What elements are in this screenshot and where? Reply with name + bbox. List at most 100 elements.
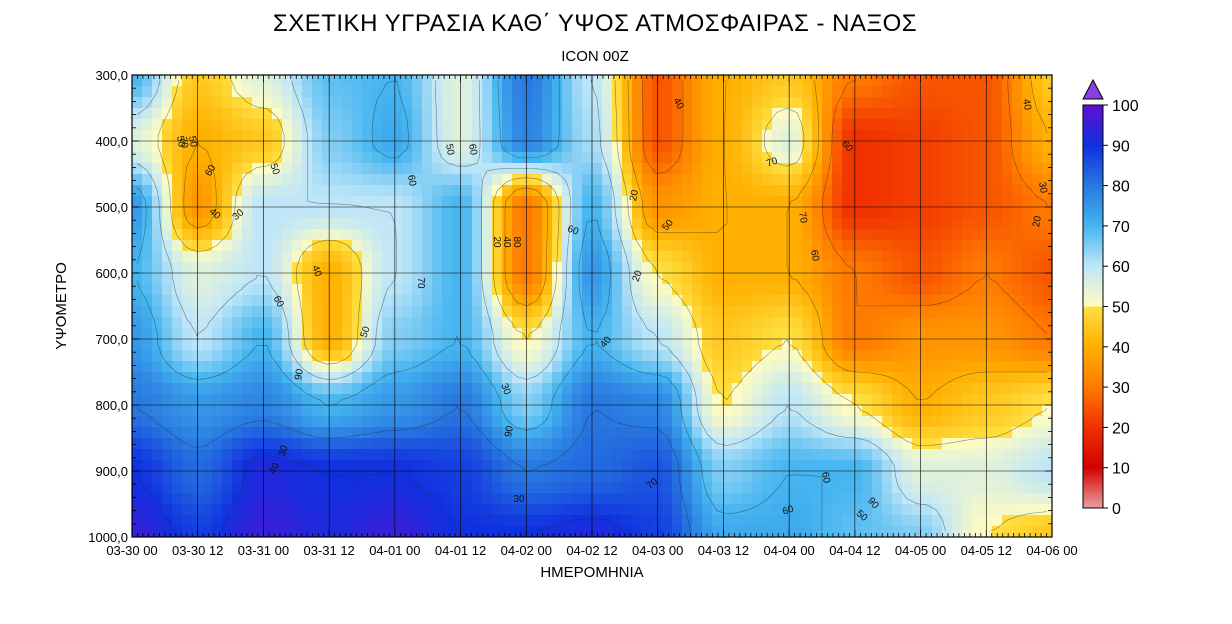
x-tick-label: 03-31 00 (238, 543, 289, 558)
heatmap-cell (612, 86, 623, 98)
heatmap-cell (1042, 427, 1052, 439)
heatmap-cell (1012, 262, 1023, 274)
heatmap-cell (942, 471, 953, 483)
heatmap-cell (652, 86, 663, 98)
heatmap-cell (632, 185, 643, 197)
heatmap-cell (662, 460, 673, 472)
heatmap-cell (632, 405, 643, 417)
heatmap-cell (882, 295, 893, 307)
heatmap-cell (622, 416, 633, 428)
heatmap-cell (602, 493, 613, 505)
heatmap-cell (1032, 207, 1043, 219)
heatmap-cell (962, 174, 973, 186)
heatmap-cell (582, 240, 593, 252)
heatmap-cell (432, 185, 443, 197)
heatmap-cell (832, 471, 843, 483)
heatmap-cell (252, 460, 263, 472)
heatmap-cell (552, 97, 563, 109)
heatmap-cell (682, 196, 693, 208)
heatmap-cell (982, 350, 993, 362)
heatmap-cell (492, 394, 503, 406)
heatmap-cell (882, 427, 893, 439)
heatmap-cell (842, 86, 853, 98)
heatmap-cell (142, 493, 153, 505)
heatmap-cell (992, 86, 1003, 98)
heatmap-cell (542, 427, 553, 439)
heatmap-cell (772, 460, 783, 472)
heatmap-cell (192, 97, 203, 109)
heatmap-cell (512, 75, 523, 87)
heatmap-cell (382, 460, 393, 472)
heatmap-cell (362, 526, 373, 537)
heatmap-cell (992, 339, 1003, 351)
heatmap-cell (952, 86, 963, 98)
heatmap-cell (752, 262, 763, 274)
heatmap-cell (612, 339, 623, 351)
heatmap-cell (1042, 350, 1052, 362)
heatmap-cell (602, 427, 613, 439)
heatmap-cell (272, 339, 283, 351)
heatmap-cell (852, 141, 863, 153)
heatmap-cell (972, 251, 983, 263)
heatmap-cell (172, 97, 183, 109)
heatmap-cell (162, 174, 173, 186)
heatmap-cell (592, 284, 603, 296)
heatmap-cell (582, 471, 593, 483)
heatmap-cell (1022, 383, 1033, 395)
heatmap-cell (512, 427, 523, 439)
heatmap-cell (192, 416, 203, 428)
heatmap-cell (192, 174, 203, 186)
heatmap-cell (932, 284, 943, 296)
heatmap-cell (652, 152, 663, 164)
heatmap-cell (1042, 471, 1052, 483)
heatmap-cell (832, 350, 843, 362)
heatmap-cell (912, 130, 923, 142)
heatmap-cell (652, 108, 663, 120)
y-tick-label: 300,0 (95, 68, 128, 83)
heatmap-cell (552, 306, 563, 318)
heatmap-cell (322, 493, 333, 505)
heatmap-cell (422, 493, 433, 505)
heatmap-cell (392, 394, 403, 406)
heatmap-cell (952, 449, 963, 461)
heatmap-cell (582, 482, 593, 494)
heatmap-cell (802, 163, 813, 175)
heatmap-cell (872, 394, 883, 406)
heatmap-cell (992, 218, 1003, 230)
heatmap-cell (862, 317, 873, 329)
heatmap-cell (542, 471, 553, 483)
heatmap-cell (552, 482, 563, 494)
heatmap-cell (912, 383, 923, 395)
heatmap-cell (202, 471, 213, 483)
heatmap-cell (292, 482, 303, 494)
heatmap-cell (292, 119, 303, 131)
heatmap-cell (502, 306, 513, 318)
heatmap-cell (802, 504, 813, 516)
heatmap-cell (332, 108, 343, 120)
heatmap-cell (362, 493, 373, 505)
heatmap-cell (162, 515, 173, 527)
heatmap-cell (352, 218, 363, 230)
heatmap-cell (432, 240, 443, 252)
heatmap-cell (672, 328, 683, 340)
heatmap-cell (522, 284, 533, 296)
heatmap-cell (862, 405, 873, 417)
heatmap-cell (892, 97, 903, 109)
heatmap-cell (162, 141, 173, 153)
heatmap-cell (462, 152, 473, 164)
heatmap-cell (132, 273, 143, 285)
heatmap-cell (132, 405, 143, 417)
heatmap-cell (1042, 449, 1052, 461)
heatmap-cell (782, 152, 793, 164)
heatmap-cell (522, 306, 533, 318)
heatmap-cell (422, 86, 433, 98)
heatmap-cell (1042, 141, 1052, 153)
heatmap-cell (152, 339, 163, 351)
heatmap-cell (892, 449, 903, 461)
heatmap-cell (682, 438, 693, 450)
heatmap-cell (822, 504, 833, 516)
heatmap-cell (232, 108, 243, 120)
heatmap-cell (372, 273, 383, 285)
heatmap-cell (182, 471, 193, 483)
heatmap-cell (872, 108, 883, 120)
